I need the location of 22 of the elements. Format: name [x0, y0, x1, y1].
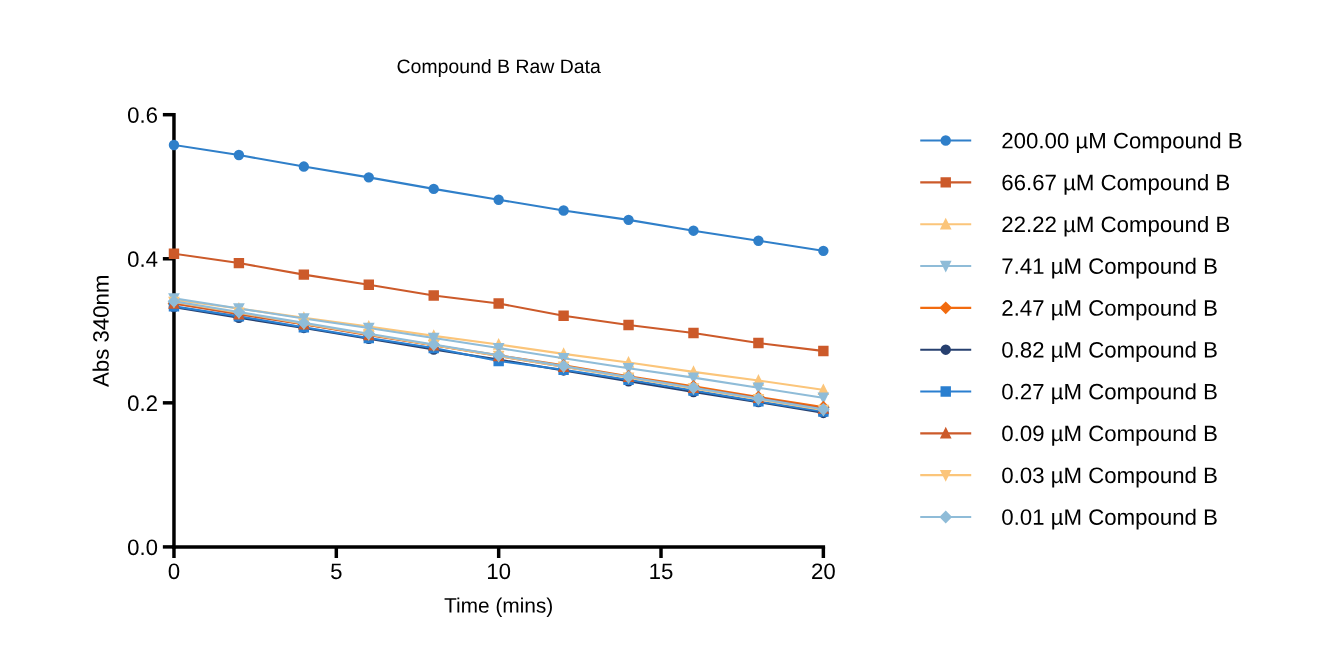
legend-label: 2.47 µM Compound B	[1002, 299, 1217, 321]
chart-title: Compound B Raw Data	[397, 58, 601, 78]
legend-label: 0.09 µM Compound B	[1002, 425, 1217, 446]
legend-label: 0.27 µM Compound B	[1002, 383, 1217, 404]
y-tick-label: 0.4	[127, 251, 158, 268]
x-tick-label: 20	[812, 563, 835, 580]
x-tick-label: 10	[488, 563, 511, 580]
legend-label: 22.22 µM Compound B	[1002, 215, 1230, 237]
legend-label: 200.00 µM Compound B	[1002, 132, 1242, 153]
x-tick-label: 15	[650, 563, 673, 580]
y-tick-label: 0.6	[127, 107, 158, 123]
legend-label: 0.01 µM Compound B	[1002, 508, 1217, 530]
legend-label: 0.03 µM Compound B	[1002, 466, 1217, 488]
legend-label: 7.41 µM Compound B	[1002, 257, 1217, 279]
y-axis-title: Abs 340nm	[92, 276, 109, 387]
x-tick-label: 0	[168, 563, 180, 580]
legend-label: 66.67 µM Compound B	[1002, 174, 1230, 195]
y-tick-label: 0.2	[127, 395, 157, 412]
legend-label: 0.82 µM Compound B	[1002, 341, 1217, 363]
y-tick-label: 0.0	[127, 539, 158, 556]
x-tick-label: 5	[331, 563, 342, 580]
x-axis-title: Time (mins)	[444, 597, 552, 617]
